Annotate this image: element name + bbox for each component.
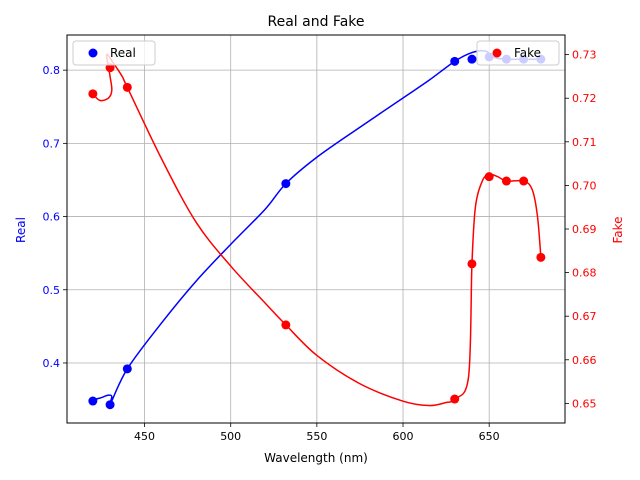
legend-real: Real: [72, 40, 156, 66]
y-right-tick-label: 0.66: [572, 354, 597, 367]
series-fake-point: [519, 176, 529, 186]
x-tick-label: 600: [393, 430, 414, 443]
y-right-tick-label: 0.71: [572, 136, 597, 149]
y-right-tick-label: 0.73: [572, 49, 597, 62]
y-left-tick-label: 0.6: [43, 211, 61, 224]
series-fake-point: [122, 82, 132, 92]
series-fake-point: [467, 259, 477, 269]
legend-fake: Fake: [476, 40, 560, 66]
chart-title: Real and Fake: [268, 14, 365, 30]
y-right-tick-label: 0.67: [572, 310, 597, 323]
y-right-tick-label: 0.72: [572, 92, 597, 105]
y-right-axis: 0.65 0.66 0.67 0.68 0.69 0.70 0.71 0.72 0.73: [565, 49, 597, 410]
y-right-tick-label: 0.68: [572, 267, 597, 280]
series-real-point: [88, 396, 98, 406]
y-right-axis-label: Fake: [611, 216, 625, 243]
series-fake: [88, 53, 546, 407]
legend-box: [476, 40, 560, 66]
legend-marker: [88, 48, 98, 58]
y-right-tick-label: 0.65: [572, 397, 597, 410]
y-left-axis: 0.4 0.5 0.6 0.7 0.8: [43, 64, 67, 370]
series-fake-point: [281, 320, 291, 330]
legend-label: Real: [110, 46, 136, 60]
y-left-tick-label: 0.4: [43, 357, 61, 370]
x-axis: 450 500 550 600 650: [134, 423, 500, 443]
series-real-point: [467, 54, 477, 64]
y-right-tick-label: 0.69: [572, 223, 597, 236]
legend-label: Fake: [514, 46, 541, 60]
grid: [67, 35, 565, 423]
series-real-point: [105, 400, 115, 410]
plot-frame: [66, 34, 566, 424]
legend-box: [72, 40, 156, 66]
y-right-tick-label: 0.70: [572, 179, 597, 192]
x-tick-label: 650: [479, 430, 500, 443]
y-left-axis-label: Real: [14, 217, 28, 243]
series-fake-point: [501, 176, 511, 186]
series-fake-point: [484, 172, 494, 182]
y-left-tick-label: 0.7: [43, 137, 61, 150]
y-left-tick-label: 0.5: [43, 284, 61, 297]
series-fake-point: [536, 252, 546, 262]
y-left-tick-label: 0.8: [43, 64, 61, 77]
series-real-point: [122, 364, 132, 374]
series-fake-point: [450, 394, 460, 404]
legend-marker: [492, 48, 502, 58]
x-tick-label: 550: [306, 430, 327, 443]
x-axis-label: Wavelength (nm): [264, 451, 368, 465]
series-fake-point: [88, 89, 98, 99]
x-tick-label: 500: [220, 430, 241, 443]
series-real-point: [281, 179, 291, 189]
series-real-point: [450, 56, 460, 66]
x-tick-label: 450: [134, 430, 155, 443]
